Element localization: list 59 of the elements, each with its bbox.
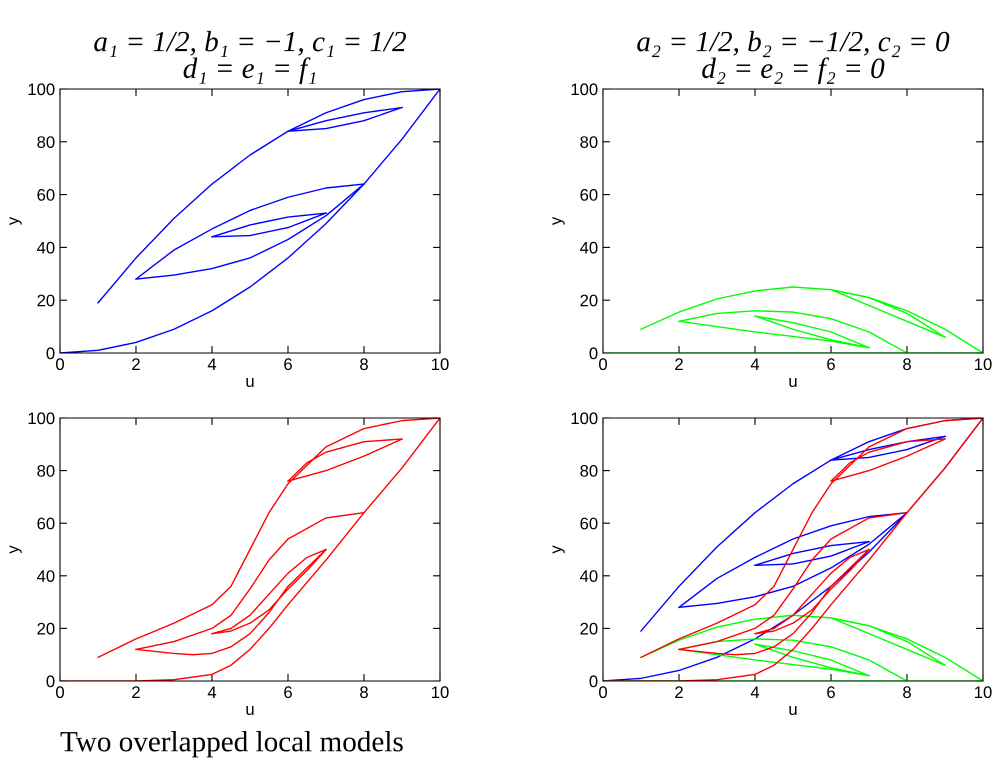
- y-tick-label: 40: [36, 242, 54, 254]
- x-tick-label: 2: [132, 686, 140, 698]
- x-tick-label: 10: [975, 358, 992, 370]
- text: Two overlapped local models: [60, 730, 403, 758]
- y-tick-label: 80: [580, 465, 598, 477]
- y-tick-label: 100: [572, 412, 598, 424]
- x-tick-label: 10: [432, 358, 449, 370]
- x-tick-label: 4: [208, 358, 216, 370]
- x-axis-title: u: [789, 378, 797, 388]
- y-tick-label: 0: [590, 347, 598, 360]
- y-axis-title: y: [552, 545, 565, 554]
- x-tick-label: 8: [360, 358, 368, 370]
- y-axis-title: y: [10, 216, 22, 226]
- x-tick-label: 6: [284, 358, 292, 370]
- y-tick-label: 60: [580, 518, 598, 530]
- x-tick-label: 0: [599, 358, 607, 370]
- x-tick-label: 8: [903, 686, 911, 698]
- y-tick-label: 100: [572, 83, 598, 96]
- y-tick-label: 40: [580, 242, 598, 254]
- y-tick-label: 0: [590, 675, 598, 688]
- x-tick-label: 8: [903, 358, 911, 370]
- y-tick-label: 20: [580, 294, 598, 306]
- y-tick-label: 0: [46, 347, 54, 360]
- x-tick-label: 2: [132, 358, 140, 370]
- y-tick-label: 100: [28, 83, 54, 96]
- chart-title: a₁ = 1/2, b₁ = −1, c₁ = 1/2 d₁ = e₁ = f₁: [94, 30, 406, 84]
- x-axis-title: u: [246, 706, 254, 716]
- y-tick-label: 80: [37, 465, 54, 477]
- y-axis-title: y: [552, 216, 565, 226]
- x-axis-title: u: [246, 378, 254, 388]
- x-axis-title: u: [789, 706, 797, 716]
- x-tick-label: 4: [750, 686, 760, 698]
- x-tick-label: 2: [675, 358, 683, 370]
- y-tick-label: 80: [37, 136, 54, 148]
- y-tick-label: 20: [37, 622, 54, 635]
- x-tick-label: 0: [56, 686, 64, 698]
- x-tick-label: 6: [827, 358, 835, 370]
- x-tick-label: 6: [827, 686, 835, 698]
- y-tick-label: 0: [46, 675, 54, 688]
- y-tick-label: 20: [37, 294, 54, 306]
- y-tick-label: 60: [580, 189, 598, 201]
- y-tick-label: 40: [580, 570, 598, 582]
- y-tick-label: 40: [36, 570, 54, 582]
- x-tick-label: 0: [599, 686, 607, 698]
- x-tick-label: 6: [284, 686, 292, 698]
- y-tick-label: 80: [580, 136, 598, 148]
- x-tick-label: 4: [750, 358, 760, 370]
- y-tick-label: 60: [37, 518, 54, 530]
- x-tick-label: 8: [360, 686, 368, 698]
- y-tick-label: 20: [580, 622, 598, 635]
- x-tick-label: 0: [56, 358, 64, 370]
- x-tick-label: 2: [675, 686, 683, 698]
- y-tick-label: 60: [37, 189, 54, 201]
- y-axis-title: y: [10, 545, 22, 554]
- x-tick-label: 10: [432, 686, 449, 698]
- chart-title: a₂ = 1/2, b₂ = −1/2, c₂ = 0 d₂ = e₂ = f₂ = 0: [637, 30, 950, 84]
- y-tick-label: 100: [28, 412, 54, 424]
- x-tick-label: 4: [208, 686, 216, 698]
- x-tick-label: 10: [975, 686, 992, 698]
